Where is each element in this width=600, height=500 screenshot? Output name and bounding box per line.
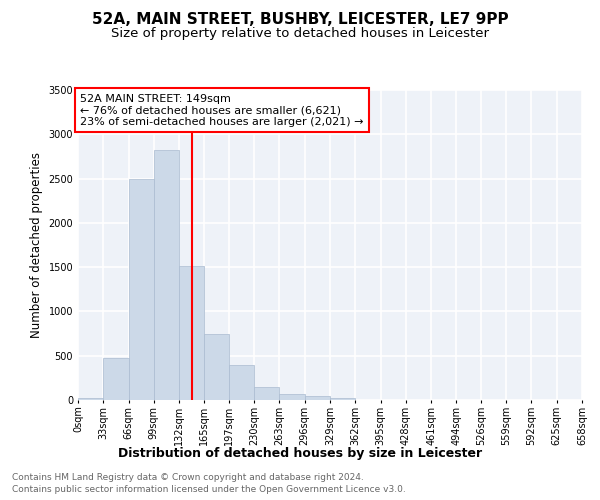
Bar [305,396,330,400]
Bar [78,398,103,400]
Bar [254,386,280,400]
Text: Contains public sector information licensed under the Open Government Licence v3: Contains public sector information licen… [12,485,406,494]
Text: Distribution of detached houses by size in Leicester: Distribution of detached houses by size … [118,448,482,460]
Text: 52A MAIN STREET: 149sqm
← 76% of detached houses are smaller (6,621)
23% of semi: 52A MAIN STREET: 149sqm ← 76% of detache… [80,94,364,126]
Text: Size of property relative to detached houses in Leicester: Size of property relative to detached ho… [111,28,489,40]
Text: 52A, MAIN STREET, BUSHBY, LEICESTER, LE7 9PP: 52A, MAIN STREET, BUSHBY, LEICESTER, LE7… [92,12,508,28]
Bar [154,150,179,400]
Text: Contains HM Land Registry data © Crown copyright and database right 2024.: Contains HM Land Registry data © Crown c… [12,472,364,482]
Bar [229,366,254,400]
Bar [280,394,305,400]
Bar [128,178,154,400]
Y-axis label: Number of detached properties: Number of detached properties [30,152,43,338]
Bar [330,398,355,400]
Bar [205,334,229,400]
Bar [179,266,205,400]
Bar [103,358,128,400]
